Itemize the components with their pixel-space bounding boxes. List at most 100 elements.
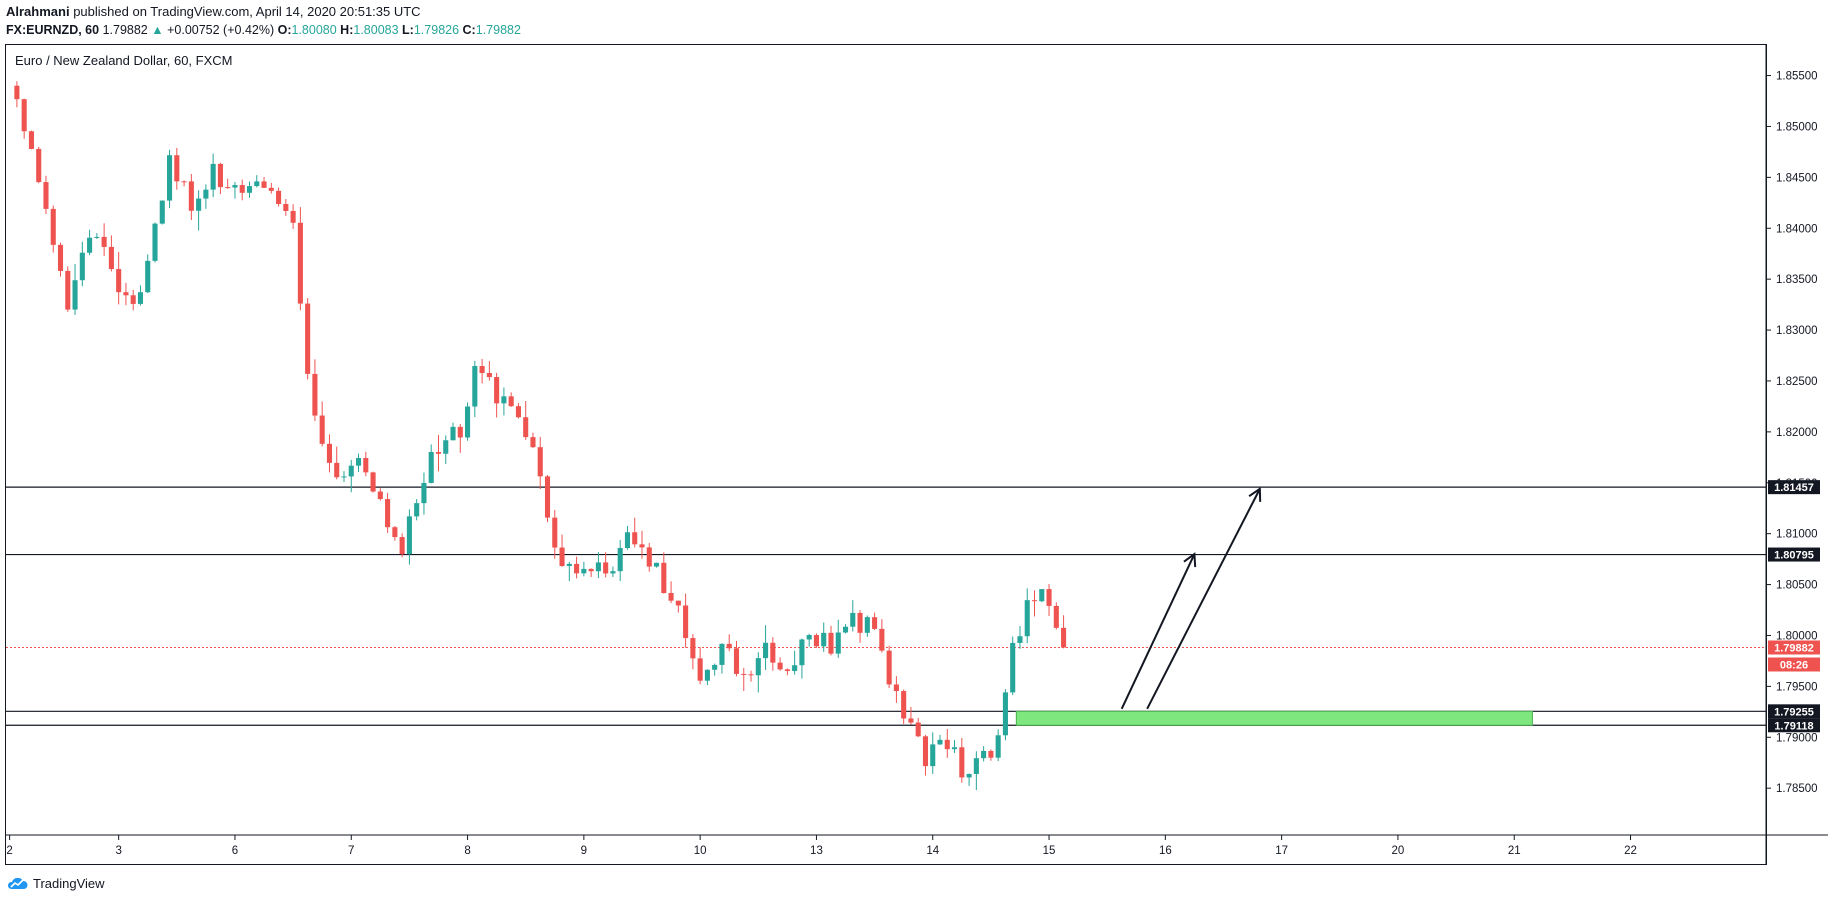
candle-body[interactable] [755, 658, 761, 676]
candle-body[interactable] [646, 547, 652, 567]
candle-body[interactable] [406, 516, 412, 555]
candle-body[interactable] [610, 571, 616, 574]
candle-body[interactable] [966, 773, 972, 778]
candle-body[interactable] [355, 458, 362, 466]
candle-body[interactable] [232, 185, 238, 188]
candle-body[interactable] [683, 605, 689, 639]
candle-body[interactable] [72, 280, 78, 310]
candle-body[interactable] [174, 155, 180, 182]
candle-body[interactable] [639, 544, 645, 548]
candle-body[interactable] [835, 632, 841, 654]
candle-body[interactable] [268, 187, 274, 191]
candle-body[interactable] [14, 85, 20, 100]
candle-body[interactable] [719, 643, 725, 665]
candle-body[interactable] [297, 222, 303, 304]
arrow-shaft[interactable] [1146, 488, 1261, 710]
candle-body[interactable] [450, 426, 456, 441]
candle-body[interactable] [210, 163, 216, 190]
candle-body[interactable] [952, 747, 958, 750]
candle-body[interactable] [276, 190, 282, 204]
arrow-shaft[interactable] [1120, 553, 1196, 710]
candle-body[interactable] [101, 236, 107, 247]
candle-body[interactable] [712, 664, 718, 670]
candle-body[interactable] [217, 163, 223, 188]
candle-body[interactable] [152, 223, 158, 261]
candle-body[interactable] [472, 366, 478, 407]
candle-body[interactable] [203, 189, 209, 199]
candle-body[interactable] [246, 186, 253, 193]
candle-body[interactable] [1010, 642, 1016, 693]
candle-body[interactable] [239, 185, 245, 193]
candle-body[interactable] [574, 563, 580, 574]
candle-body[interactable] [995, 735, 1001, 758]
candle-body[interactable] [399, 537, 405, 555]
candle-body[interactable] [385, 499, 391, 528]
candle-body[interactable] [792, 665, 798, 672]
candle-body[interactable] [544, 476, 551, 518]
candle-body[interactable] [57, 244, 64, 271]
candle-body[interactable] [552, 517, 558, 548]
candle-body[interactable] [319, 415, 325, 444]
candle-body[interactable] [566, 563, 572, 567]
candle-body[interactable] [748, 674, 754, 676]
candle-body[interactable] [166, 155, 173, 201]
candle-body[interactable] [821, 632, 827, 647]
candle-body[interactable] [857, 612, 863, 633]
candle-body[interactable] [930, 744, 936, 767]
candle-body[interactable] [515, 406, 521, 418]
candle-body[interactable] [392, 527, 398, 538]
candle-body[interactable] [21, 99, 27, 132]
candle-body[interactable] [305, 303, 311, 374]
candle-body[interactable] [850, 612, 856, 627]
candle-body[interactable] [581, 568, 587, 574]
candle-body[interactable] [937, 739, 943, 745]
candle-body[interactable] [486, 373, 492, 378]
candle-body[interactable] [828, 632, 834, 654]
candle-body[interactable] [879, 628, 885, 651]
candle-body[interactable] [675, 600, 681, 606]
candle-body[interactable] [1024, 600, 1030, 637]
candle-body[interactable] [370, 472, 376, 492]
candle-body[interactable] [617, 548, 623, 572]
candle-body[interactable] [653, 562, 660, 567]
candle-body[interactable] [79, 252, 85, 281]
candle-body[interactable] [159, 200, 165, 224]
candle-body[interactable] [915, 722, 921, 737]
candle-body[interactable] [777, 662, 783, 670]
candle-body[interactable] [508, 396, 514, 407]
candle-body[interactable] [341, 476, 347, 478]
candle-body[interactable] [65, 270, 71, 310]
candle-body[interactable] [588, 568, 594, 572]
candle-body[interactable] [813, 635, 819, 647]
candle-body[interactable] [799, 639, 805, 666]
candle-body[interactable] [704, 669, 710, 681]
candle-body[interactable] [893, 684, 899, 692]
candle-body[interactable] [36, 148, 42, 183]
candle-body[interactable] [494, 377, 500, 404]
candle-body[interactable] [225, 187, 231, 189]
candle-body[interactable] [435, 452, 442, 454]
candle-body[interactable] [981, 750, 987, 759]
candle-body[interactable] [457, 426, 463, 438]
candle-body[interactable] [428, 452, 434, 483]
candle-body[interactable] [50, 208, 56, 245]
candle-body[interactable] [130, 295, 136, 304]
candle-body[interactable] [363, 458, 369, 473]
candle-body[interactable] [842, 626, 849, 633]
candle-body[interactable] [806, 635, 812, 640]
candle-body[interactable] [726, 643, 732, 649]
candle-body[interactable] [1053, 605, 1059, 628]
candle-body[interactable] [196, 198, 202, 211]
candle-body[interactable] [181, 181, 187, 183]
candle-body[interactable] [959, 747, 965, 778]
candle-body[interactable] [1002, 692, 1008, 736]
candle-body[interactable] [559, 547, 565, 567]
candle-body[interactable] [326, 443, 332, 463]
candle-body[interactable] [414, 503, 420, 517]
candle-body[interactable] [377, 491, 383, 500]
candle-body[interactable] [94, 236, 100, 238]
candle-body[interactable] [108, 246, 114, 270]
candle-body[interactable] [479, 366, 485, 374]
candle-body[interactable] [770, 642, 776, 663]
candle-body[interactable] [697, 658, 703, 681]
